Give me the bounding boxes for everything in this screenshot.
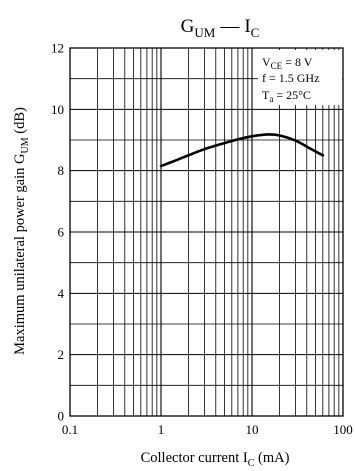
condition-temperature: Ta = 25°C [262,88,311,104]
y-tick-label: 12 [51,41,64,56]
grid-lines [70,48,343,416]
y-tick-label: 0 [58,409,65,424]
conditions-box: VCE = 8 V f = 1.5 GHz Ta = 25°C [258,50,342,105]
axis-tick-labels: 0 2 4 6 8 10 12 0.1 1 10 100 [51,41,353,438]
y-tick-label: 4 [58,286,65,301]
condition-frequency: f = 1.5 GHz [262,71,319,85]
x-tick-label: 1 [158,422,165,437]
x-tick-label: 100 [333,422,353,437]
y-tick-label: 2 [58,347,65,362]
x-tick-label: 10 [246,422,259,437]
chart-title: GUM — IC [181,16,260,40]
y-tick-label: 8 [58,163,65,178]
x-axis-label: Collector current IC (mA) [141,450,290,469]
y-axis-label: Maximum unilateral power gain GUM (dB) [12,107,31,355]
condition-vce: VCE = 8 V [262,55,313,71]
plot-frame [69,47,344,417]
gain-curve [159,133,325,168]
y-tick-label: 10 [51,102,64,117]
x-tick-label: 0.1 [62,422,78,437]
y-tick-label: 6 [58,225,65,240]
